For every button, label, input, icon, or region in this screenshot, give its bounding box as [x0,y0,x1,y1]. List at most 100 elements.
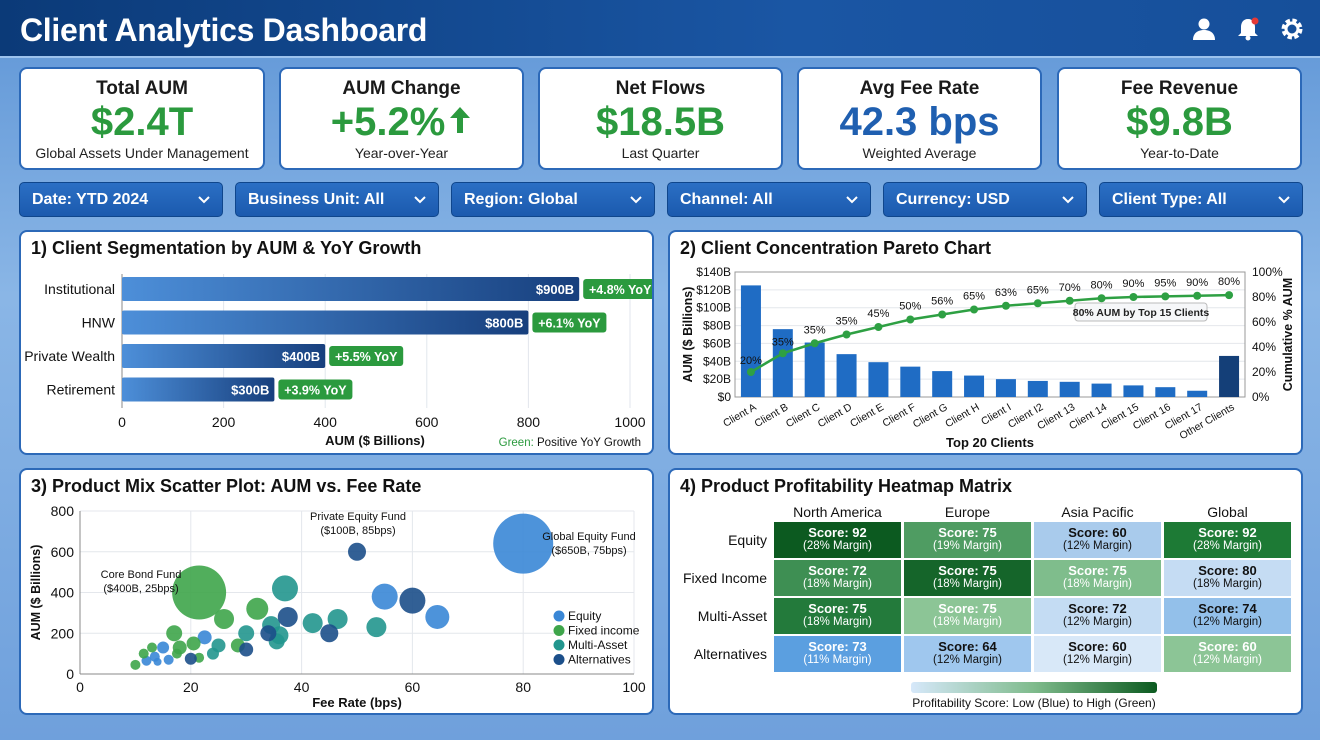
category-label: Private Wealth [24,348,115,364]
x-tick-label: Client F [880,401,917,429]
heatmap-cell: Score: 92 (28% Margin) [774,522,901,558]
legend-marker [553,625,565,636]
row-header: Multi-Asset [697,608,767,624]
bar [1027,380,1048,397]
cumulative-label: 56% [931,296,953,308]
x-tick-label: 600 [415,414,439,430]
bubble-equity [163,654,174,665]
cell-margin: (11% Margin) [803,654,872,666]
filter-dropdown-5[interactable]: Client Type: All [1099,182,1303,217]
kpi-value: $2.4T [21,100,263,144]
cell-margin: (18% Margin) [802,616,873,628]
bar-value-label: $300B [231,383,269,398]
cell-margin: (19% Margin) [932,540,1003,552]
filter-label: Currency: USD [896,191,1010,208]
y2-tick-label: 80% [1252,290,1276,304]
kpi-value-text: +5.2% [330,100,446,144]
y-tick-label: 800 [51,503,75,519]
bubble-fixed-income [130,659,141,670]
heatmap-cell: Score: 75 (19% Margin) [904,522,1031,558]
bubble-equity [371,583,398,610]
kpi-card-net-flows: Net Flows $18.5B Last Quarter [538,67,783,170]
y2-tick-label: 100% [1252,265,1283,279]
cell-score: Score: 60 [1068,639,1127,654]
bar [995,379,1016,397]
heatmap-cell: Score: 75 (18% Margin) [904,598,1031,634]
heatmap-cell: Score: 72 (12% Margin) [1034,598,1161,634]
kpi-card-total-aum: Total AUM $2.4T Global Assets Under Manage… [19,67,265,170]
x-tick-label: Client D [816,401,855,430]
user-icon[interactable] [1191,16,1217,42]
annotation-detail: ($100B, 85bps) [320,525,395,537]
filter-dropdown-2[interactable]: Region: Global [451,182,655,217]
bubble-alternatives [399,587,426,614]
kpi-title: Net Flows [615,78,706,99]
annotation-detail: ($400B, 25bps) [103,583,178,595]
chevron-down-icon [630,196,642,204]
bar [932,371,953,397]
growth-label: +4.8% YoY [589,283,652,297]
cumulative-label: 35% [772,336,794,348]
y-tick-label: $140B [696,265,731,279]
bubble-fixed-income [147,642,158,653]
x-tick-label: 80 [515,679,531,695]
heatmap-panel: 4) Product Profitability Heatmap Matrix … [668,468,1303,715]
chevron-down-icon [1062,196,1074,204]
cumulative-point [1001,301,1010,310]
filter-label: Channel: All [680,191,773,208]
legend-label: Fixed income [568,624,640,638]
bubble-fixed-income [138,648,149,659]
y2-tick-label: 40% [1252,340,1276,354]
chevron-down-icon [414,196,426,204]
bubble-multi-asset [366,617,387,638]
cell-score: Score: 72 [808,563,867,578]
kpi-card-fee-revenue: Fee Revenue $9.8B Year-to-Date [1057,67,1302,170]
bar [1123,385,1144,397]
filter-dropdown-0[interactable]: Date: YTD 2024 [19,182,223,217]
kpi-subtitle: Year-over-Year [354,145,449,161]
filter-dropdown-4[interactable]: Currency: USD [883,182,1087,217]
x-axis-title: Top 20 Clients [946,435,1034,450]
annotation-box [1074,302,1208,322]
bell-icon[interactable] [1235,16,1261,42]
bubble-fixed-income [166,625,183,642]
gear-icon[interactable] [1279,16,1305,42]
arrow-up-icon [450,107,471,133]
cell-margin: (12% Margin) [1062,540,1133,552]
y-tick-label: 400 [51,585,75,601]
filter-dropdown-1[interactable]: Business Unit: All [235,182,439,217]
heatmap-cell: Score: 80 (18% Margin) [1164,560,1291,596]
growth-badge [329,346,404,366]
cell-score: Score: 75 [938,601,997,616]
cell-margin: (12% Margin) [932,654,1003,666]
filter-label: Date: YTD 2024 [32,191,149,208]
cumulative-label: 65% [1027,284,1049,296]
heatmap-cell: Score: 73 (11% Margin) [774,636,901,672]
bar [1219,355,1240,397]
cell-margin: (18% Margin) [932,616,1003,628]
bubble-multi-asset [271,575,298,602]
category-label: Retirement [47,382,116,398]
segmentation-panel: 1) Client Segmentation by AUM & YoY Grow… [19,230,654,455]
kpi-value-text: $18.5B [596,100,725,144]
color-scale-bar [911,682,1157,693]
cumulative-point [938,310,947,319]
heatmap-cell: Score: 92 (28% Margin) [1164,522,1291,558]
heatmap-cell: Score: 75 (18% Margin) [774,598,901,634]
cumulative-label: 50% [899,301,921,313]
cell-score: Score: 80 [1198,563,1257,578]
bubble-equity [157,641,170,654]
filter-dropdown-3[interactable]: Channel: All [667,182,871,217]
cell-score: Score: 74 [1198,601,1257,616]
x-tick-label: 800 [517,414,541,430]
x-tick-label: 20 [183,679,199,695]
pareto-panel: 2) Client Concentration Pareto Chart $0 $… [668,230,1303,455]
growth-badge [532,312,607,333]
bubble-alternatives [348,542,366,561]
y-tick-label: 600 [51,544,75,560]
cell-score: Score: 72 [1068,601,1127,616]
column-header: Asia Pacific [1061,504,1134,520]
bar [1155,387,1176,397]
kpi-subtitle: Weighted Average [862,145,977,161]
bubble-equity [425,604,450,629]
